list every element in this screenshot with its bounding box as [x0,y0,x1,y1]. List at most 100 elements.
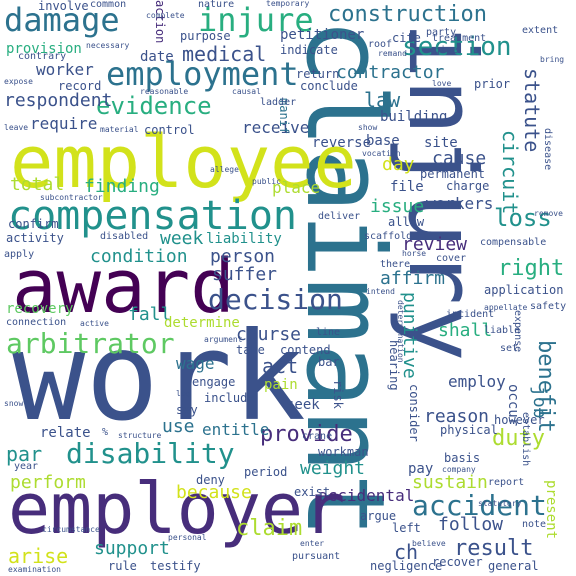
word-argument: argument [204,335,243,344]
word-condition: condition [90,246,188,267]
word-review: review [402,234,468,255]
word-expose: expose [4,77,33,86]
word-period: period [244,465,288,479]
word-statute: statute [520,68,544,153]
word-date: date [140,49,174,65]
word-include: include [204,391,255,405]
word-arise: arise [8,544,69,568]
word-public: public [252,177,281,186]
word-follow: follow [438,514,504,535]
word-argue: argue [360,509,397,523]
word-pursuant: pursuant [292,551,341,562]
word-sustain: sustain [412,472,488,493]
word-give: give [434,45,459,56]
word-bring: bring [540,55,565,64]
word-permanent: permanent [420,167,486,181]
word-contrary: contrary [18,51,67,62]
word-basis: basis [444,451,481,465]
word-affirm: affirm [380,268,446,289]
word-enter: enter [300,539,325,548]
word-work: work [12,306,306,448]
word-weight: weight [300,458,366,479]
word-day: day [382,154,415,175]
word-conclude: conclude [300,79,358,93]
word-horse: horse [402,249,427,258]
word-circumstance: circumstance [42,525,100,534]
word-risk: risk [331,380,345,409]
word-duty: duty [492,426,545,451]
word-recover: recover [432,555,483,569]
word-incident: incident [446,309,495,320]
word-week: week [160,228,204,249]
word-return: return [296,67,340,81]
word-allow: allow [388,215,425,229]
word-par: par [6,442,43,466]
word-prior: prior [474,77,511,91]
word-temporary: temporary [266,0,310,8]
word-statutory: statutory [478,499,522,508]
word-general: general [488,559,539,573]
word-say: say [176,403,198,417]
word-left: left [392,521,421,535]
word-circuit: circuit [498,130,522,215]
word-determination: determination [396,300,405,363]
word-result: result [454,536,534,561]
word-recovery: recovery [6,301,74,317]
word-place: place [272,178,321,197]
word-person: person [210,246,276,267]
word-loss: loss [494,204,552,232]
word-reasonable: reasonable [140,87,189,96]
word-employer: employer [8,468,346,550]
word-indicate: indicate [280,43,338,57]
word-extent: extent [522,25,559,36]
word-application: application [484,283,564,297]
word-shall: shall [438,320,493,341]
word-disabled: disabled [100,231,149,242]
word-claim: claim [236,516,303,541]
word-relate: relate [40,425,91,441]
word-charge: charge [446,179,490,193]
word-set: set [500,343,519,354]
word-workers: workers [426,194,494,213]
word-allege: allege [210,165,239,174]
word-there: there [380,259,411,270]
word-exist: exist [294,485,331,499]
word-employee: employee [10,120,357,204]
word-consider: consider [407,384,421,442]
word-complete: complete [146,11,185,20]
word-base: base [366,133,400,149]
word-compensable: compensable [480,237,547,248]
word-accident: accident [412,489,547,522]
word-liable: liable [484,325,521,336]
word-present: present [543,480,559,540]
word-year: year [14,461,39,472]
word-party: party [426,27,457,38]
word-material: material [100,125,139,134]
word-accidental: accidental [318,486,415,505]
word-however: however [494,413,545,427]
word-deny: deny [196,473,225,487]
word-cover: cover [436,253,467,264]
word-report: report [488,477,525,488]
word-physical: physical [440,423,498,437]
word-apply: apply [4,249,35,260]
word-course: course [236,324,302,345]
word-cause: cause [432,148,487,169]
word-appellate: appellate [484,303,528,312]
word-love: love [432,79,452,88]
word-log: log [176,389,191,398]
word-law: law [364,88,401,112]
word-injure: injure [198,1,314,39]
word-worker: worker [36,60,94,79]
word-intend: intend [366,287,395,296]
word-receive: receive [242,118,310,137]
word-liability: liability [206,231,282,247]
word-common: common [90,0,127,10]
word-finding: finding [84,176,160,197]
word-fall: fall [128,304,172,325]
word-roof: roof [368,39,393,50]
word-note: note [522,519,547,530]
word-award: award [12,244,235,330]
word-require: require [30,114,98,133]
word-provide: provide [260,422,353,447]
